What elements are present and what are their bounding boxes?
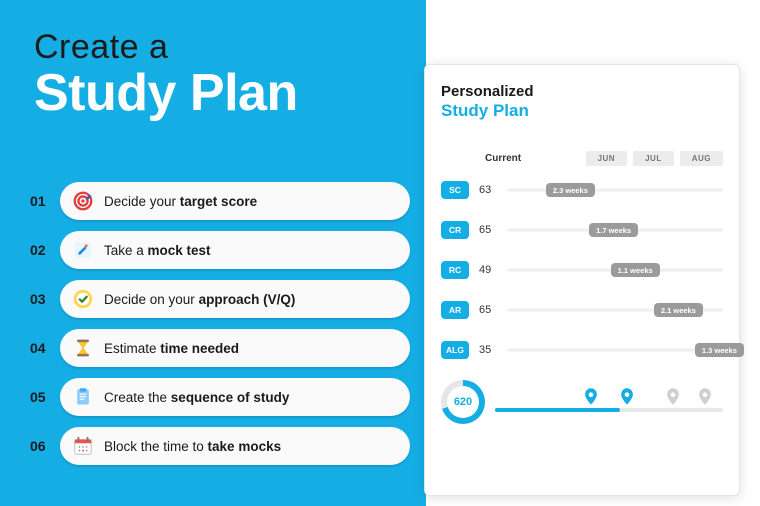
row-track[interactable]: 2.1 weeks <box>507 307 723 313</box>
clipboard-icon <box>72 386 94 408</box>
milestone-pin-icon[interactable] <box>666 388 680 406</box>
panel-title: Personalized Study Plan <box>441 83 723 121</box>
pencil-icon <box>72 239 94 261</box>
step-number: 02 <box>30 242 60 258</box>
plan-rows: SC 63 2.3 weeks CR 65 1.7 weeks RC 49 1.… <box>441 178 723 362</box>
subject-tag[interactable]: RC <box>441 261 469 279</box>
check-icon <box>72 288 94 310</box>
timeline-header: Current JUN JUL AUG <box>441 151 723 166</box>
score-ring: 620 <box>441 380 485 424</box>
heading-line1: Create a <box>34 28 298 67</box>
subject-tag[interactable]: CR <box>441 221 469 239</box>
duration-chip[interactable]: 2.3 weeks <box>546 183 595 197</box>
progress-fill <box>495 408 620 412</box>
step-number: 01 <box>30 193 60 209</box>
step-number: 05 <box>30 389 60 405</box>
step-text: Decide on your approach (V/Q) <box>104 292 295 307</box>
month-tab[interactable]: JUL <box>633 151 674 166</box>
month-tab[interactable]: AUG <box>680 151 723 166</box>
row-track[interactable]: 1.1 weeks <box>507 267 723 273</box>
step-number: 03 <box>30 291 60 307</box>
subject-score: 35 <box>479 344 497 356</box>
study-plan-panel: Personalized Study Plan Current JUN JUL AU… <box>424 64 740 496</box>
step-number: 06 <box>30 438 60 454</box>
duration-chip[interactable]: 1.3 weeks <box>695 343 744 357</box>
step-text: Block the time to take mocks <box>104 439 281 454</box>
step-item: 03 Decide on your approach (V/Q) <box>30 280 410 318</box>
milestone-pin-icon[interactable] <box>698 388 712 406</box>
row-track[interactable]: 1.7 weeks <box>507 227 723 233</box>
month-tabs: JUN JUL AUG <box>586 151 723 166</box>
row-track[interactable]: 1.3 weeks <box>507 347 723 353</box>
step-pill[interactable]: Decide on your approach (V/Q) <box>60 280 410 318</box>
steps-list: 01 Decide your target score 02 Take a mo… <box>30 182 410 465</box>
row-track[interactable]: 2.3 weeks <box>507 187 723 193</box>
panel-title-line1: Personalized <box>441 83 723 100</box>
score-value: 620 <box>454 396 472 408</box>
heading-line2: Study Plan <box>34 63 298 123</box>
track-line <box>507 189 723 192</box>
panel-title-line2: Study Plan <box>441 101 723 121</box>
step-pill[interactable]: Create the sequence of study <box>60 378 410 416</box>
step-item: 05 Create the sequence of study <box>30 378 410 416</box>
target-icon <box>72 190 94 212</box>
step-pill[interactable]: Estimate time needed <box>60 329 410 367</box>
step-item: 04 Estimate time needed <box>30 329 410 367</box>
progress-bar <box>495 388 723 416</box>
step-number: 04 <box>30 340 60 356</box>
plan-row: SC 63 2.3 weeks <box>441 178 723 202</box>
subject-tag[interactable]: AR <box>441 301 469 319</box>
step-item: 02 Take a mock test <box>30 231 410 269</box>
plan-row: AR 65 2.1 weeks <box>441 298 723 322</box>
heading: Create a Study Plan <box>34 28 298 123</box>
subject-score: 65 <box>479 224 497 236</box>
subject-score: 49 <box>479 264 497 276</box>
current-label: Current <box>485 153 521 164</box>
duration-chip[interactable]: 1.1 weeks <box>611 263 660 277</box>
step-text: Estimate time needed <box>104 341 239 356</box>
duration-chip[interactable]: 2.1 weeks <box>654 303 703 317</box>
plan-row: RC 49 1.1 weeks <box>441 258 723 282</box>
step-pill[interactable]: Decide your target score <box>60 182 410 220</box>
track-line <box>507 349 723 352</box>
canvas: Create a Study Plan 01 Decide your targe… <box>0 0 760 506</box>
plan-row: ALG 35 1.3 weeks <box>441 338 723 362</box>
step-item: 01 Decide your target score <box>30 182 410 220</box>
subject-score: 63 <box>479 184 497 196</box>
milestone-pin-icon[interactable] <box>620 388 634 406</box>
hourglass-icon <box>72 337 94 359</box>
plan-row: CR 65 1.7 weeks <box>441 218 723 242</box>
month-tab[interactable]: JUN <box>586 151 628 166</box>
calendar-icon <box>72 435 94 457</box>
panel-bottom: 620 <box>441 380 723 424</box>
step-item: 06 Block the time to take mocks <box>30 427 410 465</box>
step-text: Take a mock test <box>104 243 211 258</box>
duration-chip[interactable]: 1.7 weeks <box>589 223 638 237</box>
step-pill[interactable]: Block the time to take mocks <box>60 427 410 465</box>
step-pill[interactable]: Take a mock test <box>60 231 410 269</box>
subject-tag[interactable]: SC <box>441 181 469 199</box>
subject-score: 65 <box>479 304 497 316</box>
subject-tag[interactable]: ALG <box>441 341 469 359</box>
step-text: Create the sequence of study <box>104 390 289 405</box>
milestone-pin-icon[interactable] <box>584 388 598 406</box>
step-text: Decide your target score <box>104 194 257 209</box>
